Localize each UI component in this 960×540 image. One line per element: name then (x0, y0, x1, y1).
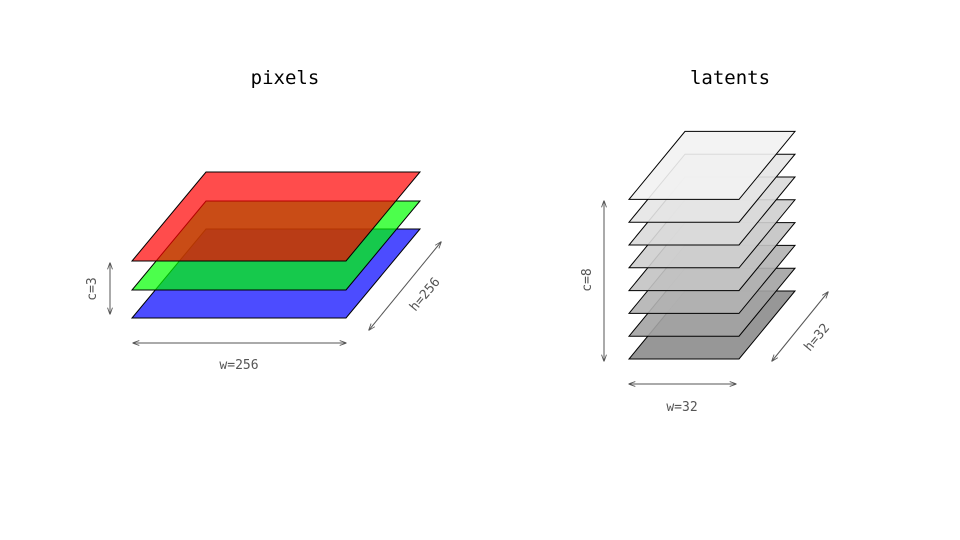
pixels-height-arrow (369, 242, 441, 330)
latent-layer-8 (627, 130, 797, 200)
pixel-layers (130, 171, 422, 319)
pixels-height-label: h=256 (407, 275, 444, 315)
latents-height-arrow (772, 292, 828, 361)
pixels-title: pixels (251, 67, 320, 89)
pixel-layer-red (130, 171, 422, 262)
latent-layers (627, 130, 797, 360)
latents-panel: latents c=8 w=32 h=32 (580, 67, 833, 415)
pixels-panel: pixels c=3 w=256 h=256 (85, 67, 444, 373)
pixels-width-label: w=256 (219, 358, 258, 373)
latents-width-label: w=32 (666, 400, 697, 415)
pixels-channel-label: c=3 (85, 277, 100, 300)
latents-title: latents (690, 67, 770, 89)
latents-channel-label: c=8 (580, 268, 595, 291)
latents-height-label: h=32 (802, 321, 834, 355)
